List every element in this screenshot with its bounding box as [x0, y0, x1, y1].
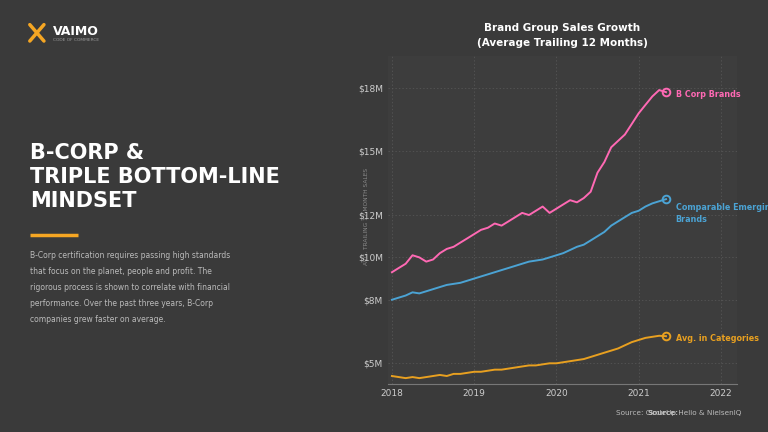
Text: AVG. TRAILING 12 MONTH SALES: AVG. TRAILING 12 MONTH SALES: [364, 168, 369, 264]
Text: Avg. in Categories: Avg. in Categories: [676, 334, 759, 343]
Text: Source: CircleUp Helio & NielsenIQ: Source: CircleUp Helio & NielsenIQ: [616, 410, 741, 416]
Text: Source:: Source:: [648, 410, 679, 416]
Text: CODE OF COMMERCE: CODE OF COMMERCE: [53, 38, 99, 42]
Title: Brand Group Sales Growth
(Average Trailing 12 Months): Brand Group Sales Growth (Average Traili…: [477, 23, 648, 48]
Text: B-Corp certification requires passing high standards
that focus on the planet, p: B-Corp certification requires passing hi…: [30, 251, 230, 324]
Text: VAIMO: VAIMO: [53, 25, 99, 38]
Text: B Corp Brands: B Corp Brands: [676, 90, 740, 99]
Text: B-CORP &
TRIPLE BOTTOM-LINE
MINDSET: B-CORP & TRIPLE BOTTOM-LINE MINDSET: [30, 143, 280, 210]
Text: Comparable Emerging
Brands: Comparable Emerging Brands: [676, 203, 768, 224]
